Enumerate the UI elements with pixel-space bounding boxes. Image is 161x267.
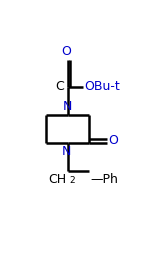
Text: C: C <box>56 80 64 93</box>
Text: OBu-t: OBu-t <box>84 80 119 93</box>
Text: CH: CH <box>48 173 66 186</box>
Text: O: O <box>109 134 119 147</box>
Text: N: N <box>63 100 72 113</box>
Text: O: O <box>61 45 71 58</box>
Text: —Ph: —Ph <box>90 173 118 186</box>
Text: 2: 2 <box>69 176 75 185</box>
Text: N: N <box>62 145 72 158</box>
